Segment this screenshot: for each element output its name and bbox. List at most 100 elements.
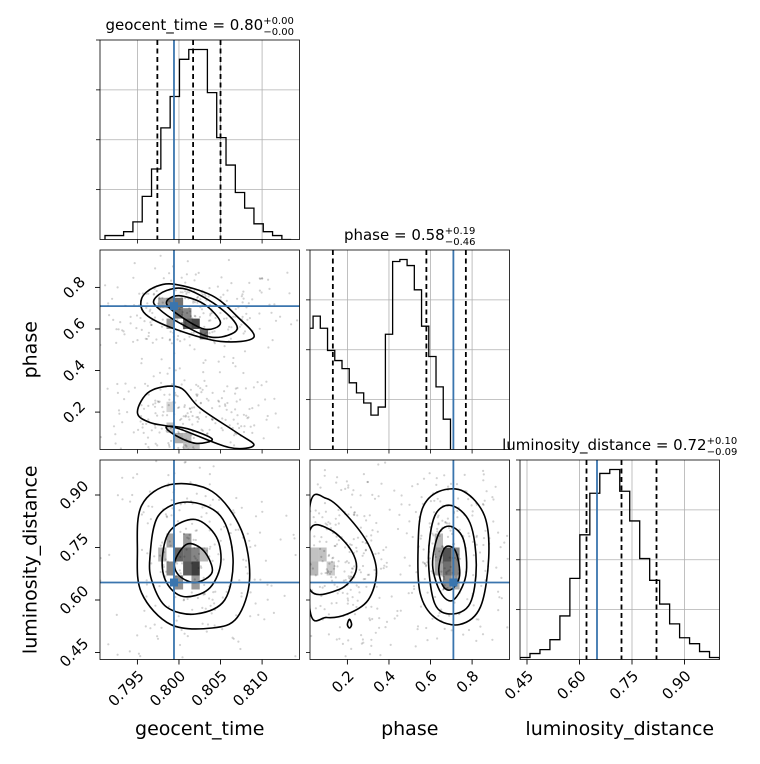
sample-point	[314, 607, 317, 610]
sample-point	[313, 544, 316, 547]
sample-point	[145, 306, 148, 310]
sample-point	[412, 585, 416, 588]
sample-point	[334, 544, 337, 548]
sample-point	[236, 297, 239, 300]
sample-point	[248, 317, 251, 320]
sample-point	[330, 570, 333, 573]
sample-point	[176, 520, 179, 523]
sample-point	[84, 442, 86, 444]
sample-point	[323, 549, 326, 553]
sample-point	[498, 596, 501, 599]
sample-point	[186, 452, 188, 454]
sample-point	[364, 548, 368, 552]
sample-point	[147, 505, 150, 508]
sample-point	[111, 297, 114, 300]
sample-point	[471, 540, 474, 544]
sample-point	[239, 647, 242, 651]
sample-point	[166, 414, 169, 417]
sample-point	[202, 371, 205, 374]
sample-point	[158, 585, 161, 588]
sample-point	[450, 678, 452, 680]
sample-point	[209, 312, 212, 315]
sample-point	[197, 385, 200, 388]
sample-point	[197, 417, 200, 420]
sample-point	[467, 628, 471, 632]
sample-point	[360, 642, 363, 645]
sample-point	[258, 289, 261, 292]
sample-point	[296, 319, 299, 322]
sample-point	[251, 407, 254, 410]
sample-point	[200, 428, 203, 431]
sample-point	[240, 323, 243, 326]
sample-point	[258, 531, 262, 534]
sample-point	[492, 520, 495, 523]
sample-point	[181, 291, 184, 294]
density-cell	[310, 561, 319, 576]
sample-point	[246, 572, 249, 575]
sample-point	[184, 290, 187, 293]
sample-point	[326, 672, 328, 674]
sample-point	[373, 497, 377, 500]
sample-point	[199, 387, 202, 390]
sample-point	[506, 557, 509, 560]
density-cell	[451, 547, 460, 562]
sample-point	[411, 485, 414, 488]
sample-point	[242, 430, 246, 434]
title-main: luminosity_distance = 0.72	[502, 436, 706, 455]
sample-point	[455, 575, 458, 578]
sample-point	[176, 395, 179, 398]
sample-point	[235, 496, 238, 500]
y-tick-label: 0.90	[56, 477, 92, 513]
sample-point	[189, 481, 192, 484]
sample-point	[161, 301, 164, 304]
sample-point	[206, 670, 208, 672]
sample-point	[179, 572, 182, 575]
sample-point	[178, 643, 182, 647]
sample-point	[240, 506, 243, 509]
sample-point	[359, 494, 362, 497]
sample-point	[213, 342, 216, 345]
panel-frame	[99, 459, 300, 660]
sample-point	[324, 522, 327, 525]
sample-point	[321, 516, 324, 519]
sample-point	[318, 540, 321, 543]
sample-point	[117, 409, 121, 412]
sample-point	[450, 629, 453, 632]
sample-point	[108, 553, 111, 557]
sample-point	[132, 340, 135, 343]
sample-point	[292, 533, 295, 536]
panel-content	[24, 254, 299, 456]
sample-point	[353, 511, 356, 514]
sample-point	[153, 623, 156, 626]
sample-point	[288, 292, 291, 295]
sample-point	[346, 592, 349, 595]
sample-point	[266, 598, 269, 601]
sample-point	[189, 407, 192, 410]
sample-point	[365, 535, 368, 538]
sample-point	[209, 545, 212, 548]
sample-point	[370, 644, 373, 648]
panel-content	[310, 461, 509, 680]
sample-point	[123, 333, 126, 336]
sample-point	[335, 535, 338, 538]
sample-point	[166, 372, 169, 375]
sample-point	[210, 454, 212, 456]
sample-point	[196, 559, 199, 562]
sample-point	[108, 314, 111, 317]
sample-point	[436, 637, 439, 640]
y-tick-label: 0.6	[59, 314, 89, 344]
sample-point	[24, 285, 26, 287]
sample-point	[137, 652, 140, 655]
sample-point	[270, 584, 273, 587]
sample-point	[237, 640, 240, 643]
contour-line	[136, 385, 255, 450]
sample-point	[377, 495, 380, 498]
sample-point	[95, 312, 97, 314]
density-cell	[183, 547, 192, 562]
sample-point	[433, 553, 436, 556]
density-cell	[191, 547, 200, 562]
y-tick-label: 0.60	[56, 582, 92, 618]
sample-point	[144, 337, 147, 340]
sample-point	[385, 620, 389, 624]
